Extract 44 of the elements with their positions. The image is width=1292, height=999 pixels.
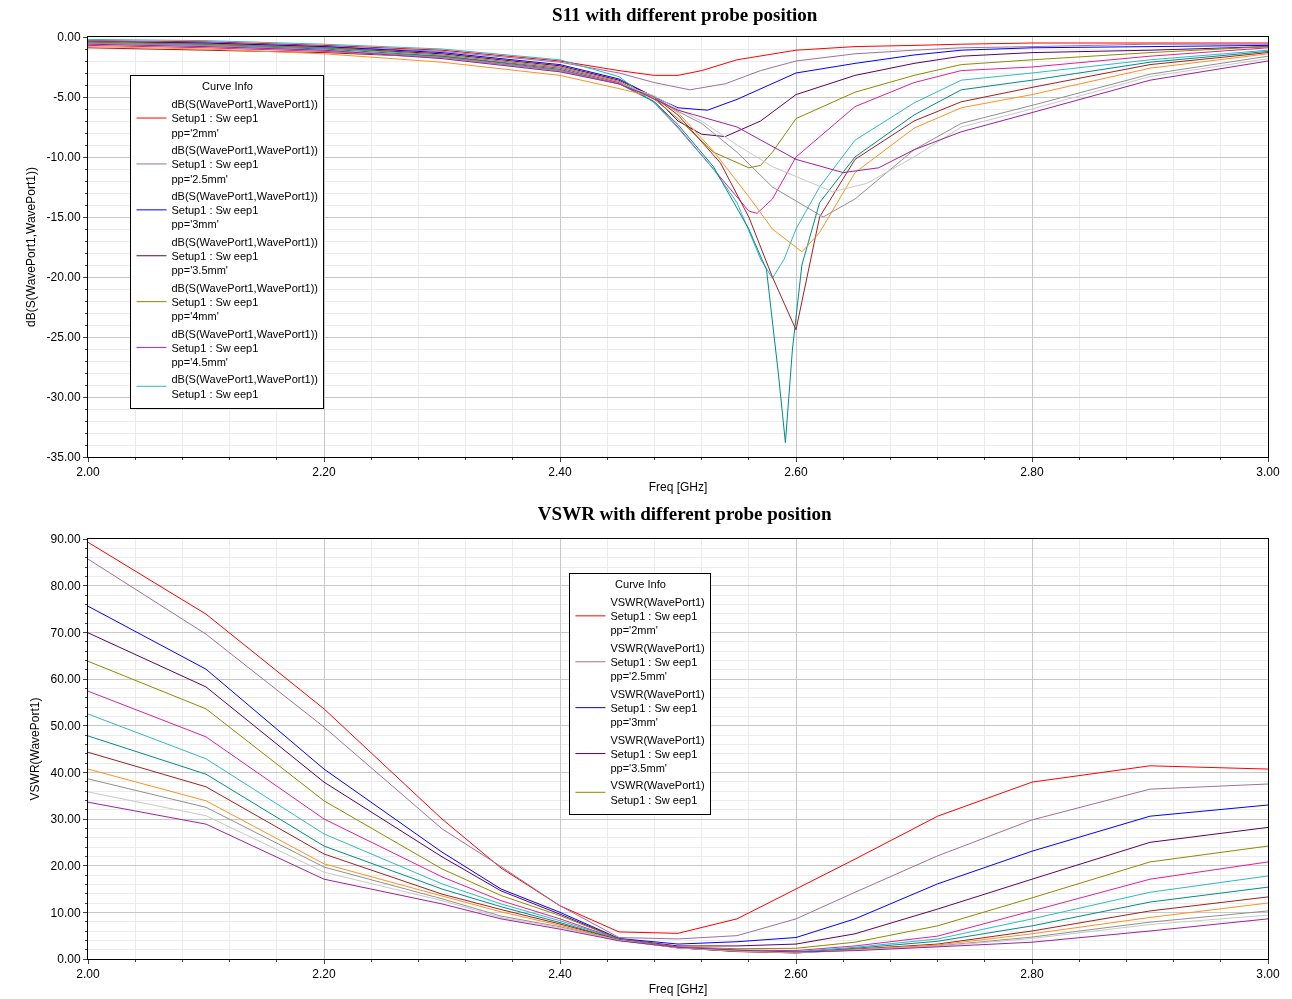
chart-title: S11 with different probe position xyxy=(552,3,818,25)
legend-label: VSWR(WavePort1) Setup1 : Sw eep1 pp='2.5mm' xyxy=(610,641,705,683)
y-tick-label: 0.00 xyxy=(57,30,81,45)
y-tick-label: -25.00 xyxy=(46,330,81,345)
y-tick-label: -35.00 xyxy=(46,450,81,465)
y-tick-label: 50.00 xyxy=(50,718,81,733)
x-tick-label: 3.00 xyxy=(1256,465,1280,480)
x-tick-label: 2.80 xyxy=(1020,465,1044,480)
x-tick-label: 2.20 xyxy=(312,465,336,480)
legend-title: Curve Info xyxy=(615,577,666,590)
y-tick-label: 90.00 xyxy=(50,532,81,547)
y-tick-label: -5.00 xyxy=(53,90,81,105)
y-tick-label: -30.00 xyxy=(46,390,81,405)
x-tick-label: 2.00 xyxy=(76,967,100,982)
y-tick-label: 20.00 xyxy=(50,858,81,873)
y-tick-label: 30.00 xyxy=(50,812,81,827)
legend-label: VSWR(WavePort1) Setup1 : Sw eep1 pp='2mm' xyxy=(610,595,705,637)
y-tick-label: 0.00 xyxy=(57,952,81,967)
chart-title: VSWR with different probe position xyxy=(537,502,833,524)
x-axis-title: Freq [GHz] xyxy=(648,982,708,997)
x-tick-label: 2.60 xyxy=(784,967,808,982)
y-tick-label: -10.00 xyxy=(46,150,81,165)
y-tick-label: 40.00 xyxy=(50,765,81,780)
legend-label: dB(S(WavePort1,WavePort1)) Setup1 : Sw eep1 xyxy=(171,373,318,400)
y-axis-title: dB(S(WavePort1,WavePort1)) xyxy=(23,167,38,327)
x-tick-label: 2.40 xyxy=(548,967,572,982)
x-tick-label: 2.40 xyxy=(548,465,572,480)
y-tick-label: -20.00 xyxy=(46,270,81,285)
y-tick-label: 10.00 xyxy=(50,905,81,920)
x-tick-label: 2.20 xyxy=(312,967,336,982)
legend-label: VSWR(WavePort1) Setup1 : Sw eep1 xyxy=(610,779,705,806)
legend-title: Curve Info xyxy=(202,80,253,93)
x-tick-label: 3.00 xyxy=(1256,967,1280,982)
x-tick-label: 2.60 xyxy=(784,465,808,480)
legend-label: VSWR(WavePort1) Setup1 : Sw eep1 pp='3.5mm' xyxy=(610,733,705,775)
y-tick-label: 80.00 xyxy=(50,578,81,593)
y-axis-title: VSWR(WavePort1) xyxy=(27,697,42,801)
y-tick-label: 70.00 xyxy=(50,625,81,640)
x-axis-title: Freq [GHz] xyxy=(648,480,708,495)
legend-label: VSWR(WavePort1) Setup1 : Sw eep1 pp='3mm' xyxy=(610,687,705,729)
y-tick-label: 60.00 xyxy=(50,672,81,687)
y-tick-label: -15.00 xyxy=(46,210,81,225)
x-tick-label: 2.00 xyxy=(76,465,100,480)
x-tick-label: 2.80 xyxy=(1020,967,1044,982)
